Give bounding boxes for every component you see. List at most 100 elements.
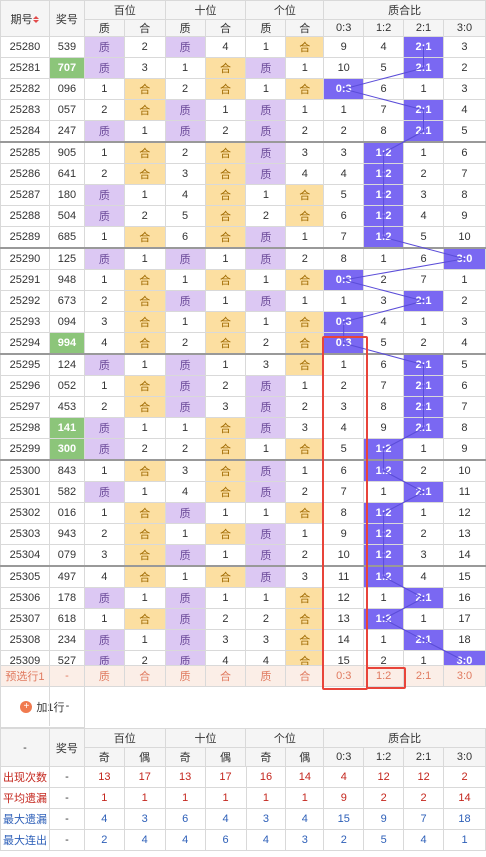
- zhi-cell: 质: [245, 99, 287, 121]
- subheader-tens-he: 合: [204, 19, 247, 37]
- stats-prize: -: [48, 766, 85, 788]
- prize-number: 178: [48, 587, 85, 609]
- issue-number: 25291: [0, 269, 50, 291]
- ratio-cell: 9: [363, 417, 405, 439]
- prediction-cell-ratio-1-2[interactable]: 1:2: [363, 665, 405, 687]
- zhi-cell: 质: [83, 247, 125, 270]
- ratio-cell: 1:2: [363, 438, 405, 461]
- he-cell: 合: [123, 502, 166, 524]
- he-cell: 1: [285, 290, 325, 312]
- he-cell: 合: [204, 459, 247, 482]
- prediction-cell-tens-zhi[interactable]: 质: [164, 665, 206, 687]
- subheader-ratio-3-0: 3:0: [442, 19, 486, 37]
- ratio-cell: 1:2: [363, 502, 405, 524]
- zhi-cell: 质: [83, 353, 125, 376]
- stats-value: 2: [323, 829, 365, 851]
- stats-subheader: 偶: [123, 747, 166, 767]
- he-cell: 1: [123, 481, 166, 503]
- ratio-cell: 2:1: [403, 353, 444, 376]
- stats-value: 1: [204, 787, 247, 809]
- ratio-cell: 5: [363, 57, 405, 79]
- prediction-cell-ratio-3-0[interactable]: 3:0: [443, 665, 486, 687]
- zhi-cell: 2: [83, 99, 125, 121]
- he-cell: 1: [123, 184, 166, 206]
- zhi-cell: 4: [164, 481, 206, 503]
- ratio-cell: 1: [323, 99, 365, 121]
- prediction-cell-tens-he[interactable]: 合: [204, 665, 247, 687]
- ratio-cell: 7: [363, 375, 405, 397]
- add-row-value: -: [49, 686, 85, 726]
- ratio-cell: 2: [363, 269, 405, 291]
- ratio-cell: 1:2: [363, 544, 405, 567]
- prediction-cell-ratio-2-1[interactable]: 2:1: [403, 665, 445, 687]
- prize-number: 641: [48, 163, 85, 185]
- add-row-button[interactable]: + 加1行: [20, 699, 65, 715]
- he-cell: 3: [123, 57, 166, 79]
- add-row-cell[interactable]: + 加1行: [0, 686, 85, 728]
- prize-number: 052: [48, 375, 85, 397]
- stats-subheader: 2:1: [403, 747, 445, 767]
- he-cell: 1: [285, 99, 325, 121]
- ratio-cell: 17: [442, 608, 486, 630]
- ratio-cell: 3: [323, 141, 365, 164]
- zhi-cell: 质: [164, 247, 206, 270]
- table-row: 25295 124 质 1 质 1 3 合 1 6 2:1 5: [0, 353, 486, 376]
- ratio-cell: 1:2: [363, 459, 405, 482]
- stats-dash: -: [0, 728, 50, 767]
- issue-number: 25283: [0, 99, 50, 121]
- ratio-cell: 1:2: [363, 141, 405, 164]
- stats-value: 1: [443, 829, 486, 851]
- zhi-cell: 质: [164, 544, 206, 567]
- issue-number: 25305: [0, 565, 50, 588]
- he-cell: 合: [123, 459, 166, 482]
- table-row: 25293 094 3 合 1 合 1 合 0:3 4 1 3: [0, 311, 486, 333]
- highlight-box-0-3-column: [322, 336, 368, 690]
- he-cell: 合: [204, 78, 247, 100]
- tens-group-header: 十位: [164, 0, 247, 20]
- he-cell: 1: [204, 587, 247, 609]
- stats-subheader: 偶: [285, 747, 325, 767]
- he-cell: 3: [285, 141, 325, 164]
- ratio-cell: 3: [442, 36, 486, 58]
- ratio-cell: 7: [403, 269, 444, 291]
- ratio-cell: 1: [363, 481, 405, 503]
- issue-column-header[interactable]: 期号: [0, 0, 50, 37]
- sort-icon[interactable]: [33, 16, 40, 24]
- issue-number: 25285: [0, 141, 50, 164]
- he-cell: 2: [204, 120, 247, 143]
- issue-number: 25302: [0, 502, 50, 524]
- prediction-cell-hundreds-he[interactable]: 合: [123, 665, 166, 687]
- ratio-cell: 2: [442, 290, 486, 312]
- ratio-cell: 6: [442, 141, 486, 164]
- ratio-cell: 3: [363, 290, 405, 312]
- he-cell: 1: [123, 120, 166, 143]
- table-row: 25297 453 2 合质 3 质 2 3 8 2:1 7: [0, 396, 486, 418]
- stats-value: 14: [285, 766, 325, 788]
- zhi-cell: 2: [83, 163, 125, 185]
- plus-icon: +: [20, 701, 33, 713]
- issue-number: 25282: [0, 78, 50, 100]
- prediction-cell-units-zhi[interactable]: 质: [245, 665, 287, 687]
- zhi-cell: 质: [83, 417, 125, 439]
- he-cell: 3: [204, 396, 247, 418]
- prize-number: 247: [48, 120, 85, 143]
- zhi-cell: 2: [83, 523, 125, 545]
- stats-value: 4: [83, 808, 125, 830]
- ratio-cell: 3: [442, 311, 486, 333]
- table-row: 25298 141 质 1 1 合质 3 4 9 2:1 8: [0, 417, 486, 439]
- table-row: 25301 582 质 1 4 合质 2 7 1 2:1 11: [0, 481, 486, 503]
- stats-value: 2: [363, 787, 405, 809]
- ratio-cell: 10: [442, 459, 486, 482]
- stats-subheader: 奇: [245, 747, 287, 767]
- stats-value: 14: [443, 787, 486, 809]
- ratio-cell: 4: [363, 311, 405, 333]
- subheader-units-he: 合: [285, 19, 325, 37]
- he-cell: 合: [285, 332, 325, 355]
- stats-table: 出现次数 -13 17 13 17 16 14 4 12 12 2 平均遗漏 -1 1 1 1 1 1 9 2 2 14 最…: [0, 766, 486, 851]
- zhi-cell: 1: [83, 269, 125, 291]
- table-row: 25299 300 质 2 2 合 1 合 5 1:2 1 9: [0, 438, 486, 461]
- prediction-cell-ratio-0-3[interactable]: 0:3: [323, 665, 365, 687]
- stats-value: 1: [285, 787, 325, 809]
- prediction-cell-hundreds-zhi[interactable]: 质: [83, 665, 125, 687]
- prediction-cell-units-he[interactable]: 合: [285, 665, 325, 687]
